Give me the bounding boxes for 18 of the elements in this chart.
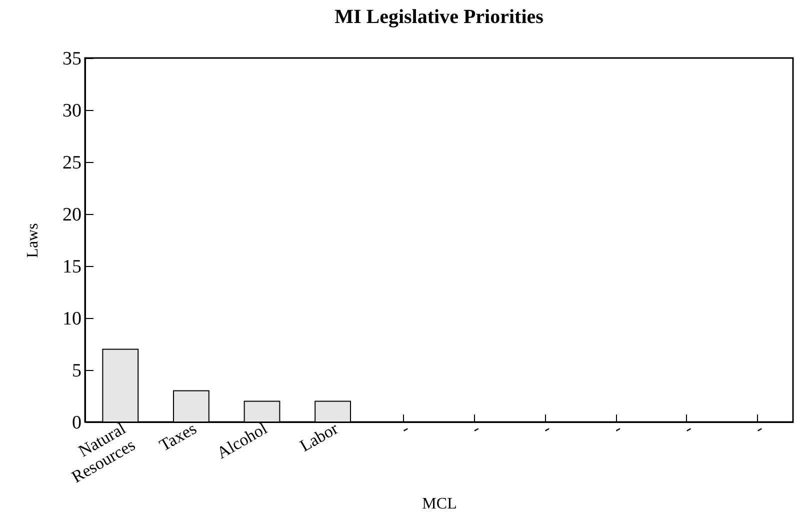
- chart-title: MI Legislative Priorities: [334, 6, 544, 28]
- y-tick-label: 30: [62, 100, 82, 122]
- x-tick-label: -: [680, 418, 696, 438]
- y-tick-label: 5: [72, 360, 82, 382]
- y-tick-label: 25: [62, 152, 82, 174]
- x-tick-label: Labor: [296, 418, 342, 456]
- y-tick-label: 15: [62, 256, 82, 278]
- x-tick-label: -: [398, 418, 412, 438]
- x-tick-label: Taxes: [156, 418, 200, 455]
- y-tick-label: 20: [62, 204, 82, 226]
- x-tick-label: -: [610, 418, 625, 438]
- y-tick-label: 10: [62, 308, 82, 330]
- x-axis-title: MCL: [422, 496, 457, 513]
- y-tick-label: 35: [62, 48, 82, 70]
- x-tick-label: -: [539, 418, 554, 438]
- x-tick-label: -: [752, 418, 766, 438]
- x-tick-label: -: [468, 418, 484, 438]
- y-axis-title: Laws: [24, 223, 42, 258]
